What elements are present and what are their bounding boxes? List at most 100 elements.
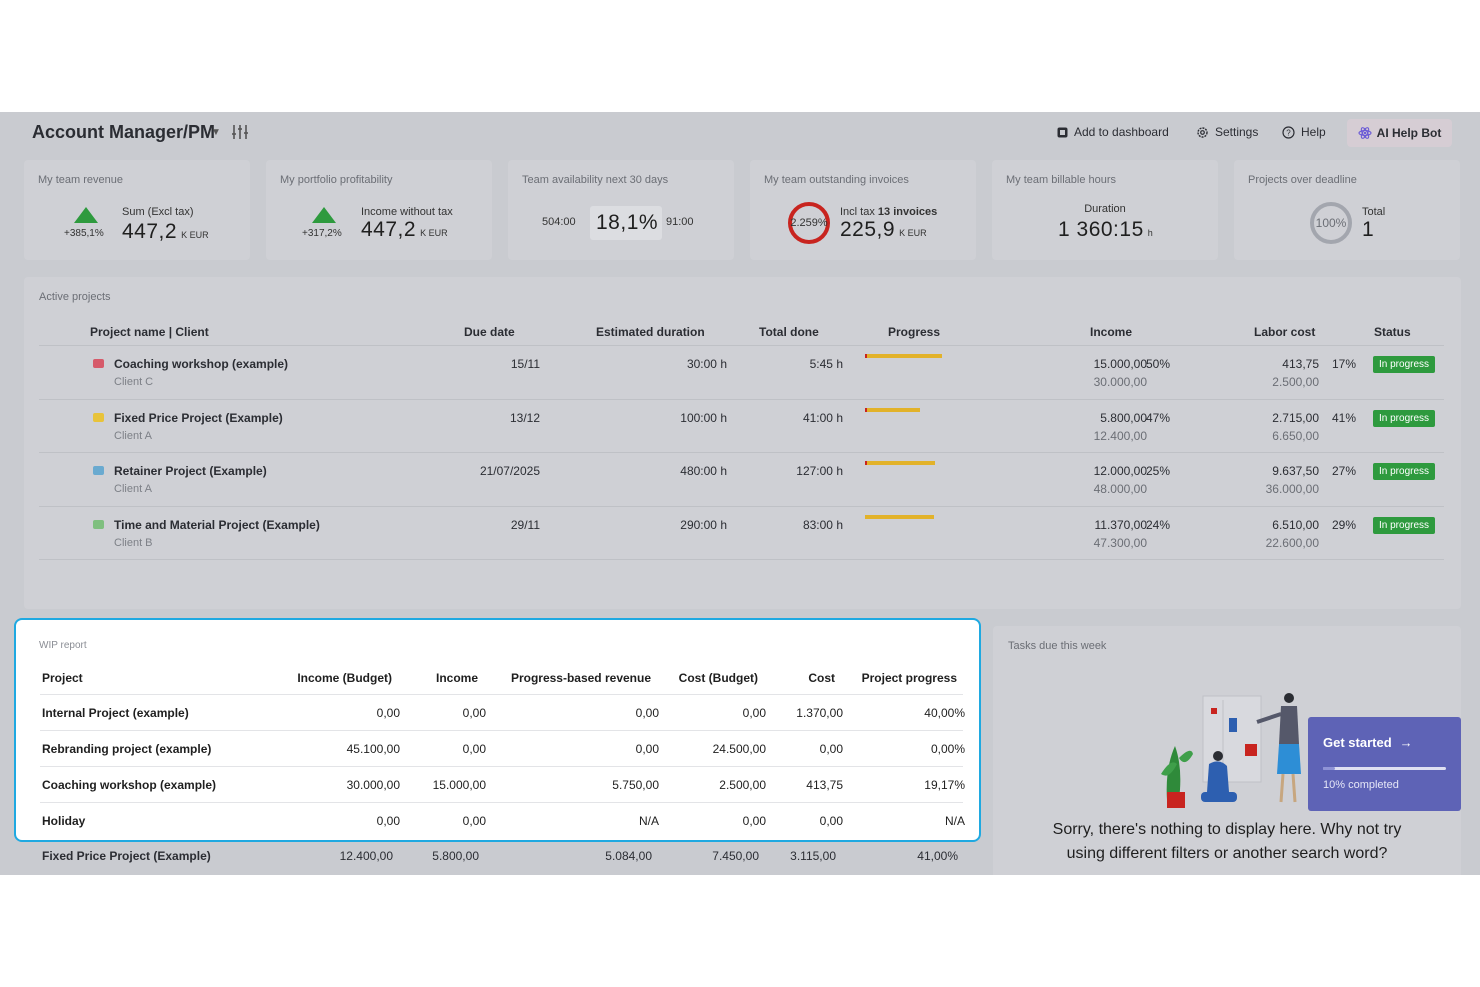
wip-col-cost-budget[interactable]: Cost (Budget) (678, 671, 758, 685)
kpi-label: Incl tax 13 invoices (840, 206, 938, 218)
table-row[interactable]: Retainer Project (Example) Client A 21/07/… (39, 452, 1444, 505)
income-value: 12.000,00 (1093, 464, 1147, 478)
total-done: 5:45 h (809, 357, 843, 371)
col-status[interactable]: Status (1374, 325, 1411, 339)
project-folder-icon (93, 466, 104, 475)
top-bar: Account Manager/PM ▼ Add to dashboard Se… (0, 112, 1480, 152)
availability-right: 91:00 (666, 216, 694, 228)
col-progress[interactable]: Progress (888, 325, 941, 339)
status-badge[interactable]: In progress (1373, 516, 1436, 534)
get-started-widget[interactable]: Get started → 10% completed (1308, 717, 1461, 811)
wip-cell-progress: N/A (944, 814, 965, 828)
table-row[interactable]: Time and Material Project (Example) Clien… (39, 505, 1444, 559)
kpi-title: Projects over deadline (1248, 174, 1357, 186)
progress-bar (865, 354, 962, 358)
table-row[interactable]: Holiday 0,00 0,00 N/A 0,00 0,00 N/A (40, 802, 965, 838)
kpi-value: 447,2 K EUR (361, 218, 448, 241)
project-client[interactable]: Client B (114, 536, 153, 549)
wip-col-progress-based-revenue[interactable]: Progress-based revenue (510, 671, 651, 685)
col-labor-cost[interactable]: Labor cost (1254, 325, 1316, 339)
status-badge[interactable]: In progress (1373, 463, 1436, 480)
col-estimated-duration[interactable]: Estimated duration (596, 325, 705, 339)
kpi-title: My team revenue (38, 174, 123, 186)
income-value: 15.000,00 (1093, 357, 1147, 371)
wip-cell-pbr: 5.084,00 (605, 849, 652, 863)
col-income[interactable]: Income (1090, 325, 1133, 339)
kpi-billable-hours[interactable]: My team billable hours Duration 1 360:15… (992, 160, 1218, 260)
labor-cost-value: 413,75 (1282, 357, 1319, 371)
add-to-dashboard-button[interactable]: Add to dashboard (1057, 125, 1169, 139)
wip-cell-income: 0,00 (462, 706, 486, 720)
project-name[interactable]: Time and Material Project (Example) (114, 517, 320, 532)
kpi-outstanding-invoices[interactable]: My team outstanding invoices 2.259% Incl… (750, 160, 976, 260)
income-value: 11.370,00 (1094, 517, 1148, 532)
estimated-duration: 30:00 h (686, 357, 727, 371)
table-row[interactable]: Fixed Price Project (Example) Client A 13/… (39, 398, 1444, 452)
wip-col-cost[interactable]: Cost (808, 671, 835, 685)
wip-cell-progress: 41,00% (917, 849, 958, 863)
project-client[interactable]: Client C (114, 376, 154, 388)
wip-cell-cost: 3.115,00 (790, 849, 836, 863)
trend-up-icon (74, 207, 98, 223)
kpi-change: +385,1% (64, 228, 104, 239)
progress-segment-over (865, 461, 867, 465)
wip-report-card: WIP report Project Income (Budget) Incom… (14, 618, 981, 842)
progress-segment-remaining (865, 461, 935, 465)
table-row[interactable]: Coaching workshop (example) Client C 15/11… (39, 345, 1444, 398)
income-percent: 24% (1146, 517, 1171, 532)
table-row[interactable]: Coaching workshop (example) 30.000,00 15.0… (40, 766, 965, 802)
active-projects-card: Active projects Project name | Client Du… (24, 277, 1461, 609)
wip-partial-row[interactable]: Fixed Price Project (Example) 12.400,00 … (38, 847, 961, 867)
project-name[interactable]: Coaching workshop (example) (114, 357, 289, 371)
kpi-portfolio-profitability[interactable]: My portfolio profitability +317,2% Incom… (266, 160, 492, 260)
wip-col-project-progress[interactable]: Project progress (861, 671, 957, 685)
help-button[interactable]: ? Help (1282, 125, 1326, 139)
sliders-icon[interactable] (231, 124, 249, 145)
wip-cell-cost-budget: 2.500,00 (719, 778, 766, 792)
deadline-ring (1310, 202, 1352, 244)
wip-cell-progress: 40,00% (924, 706, 965, 720)
status-badge[interactable]: In progress (1373, 409, 1436, 427)
table-row[interactable]: Rebranding project (example) 45.100,00 0,0… (40, 730, 965, 766)
chevron-down-icon[interactable]: ▼ (211, 127, 221, 138)
project-client[interactable]: Client A (114, 429, 152, 442)
ai-help-bot-button[interactable]: AI Help Bot (1347, 119, 1452, 147)
deadline-ring-label: 100% (1315, 216, 1347, 230)
kpi-projects-over-deadline[interactable]: Projects over deadline 100% Total 1 (1234, 160, 1460, 260)
kpi-team-revenue[interactable]: My team revenue +385,1% Sum (Excl tax) 4… (24, 160, 250, 260)
page-title[interactable]: Account Manager/PM (32, 122, 216, 142)
wip-col-income-budget[interactable]: Income (Budget) (297, 671, 392, 685)
arrow-right-icon: → (1399, 735, 1413, 750)
wip-cell-pbr: 0,00 (635, 706, 659, 720)
col-due-date[interactable]: Due date (464, 325, 515, 339)
wip-cell-income: 0,00 (462, 814, 486, 828)
table-row[interactable]: Internal Project (example) 0,00 0,00 0,00 0,… (40, 694, 965, 730)
kpi-title: My team billable hours (1006, 174, 1117, 186)
invoice-ring-label: 2.259% (790, 217, 828, 229)
project-name[interactable]: Retainer Project (Example) (114, 464, 267, 478)
help-icon: ? (1282, 125, 1295, 139)
estimated-duration: 480:00 h (680, 464, 727, 478)
status-badge[interactable]: In progress (1373, 356, 1436, 373)
project-client[interactable]: Client A (114, 483, 152, 495)
project-name[interactable]: Fixed Price Project (Example) (114, 410, 283, 425)
labor-cost-budget: 6.650,00 (1272, 428, 1319, 443)
kpi-team-availability[interactable]: Team availability next 30 days 504:00 18… (508, 160, 734, 260)
invoice-ring (788, 202, 830, 244)
labor-cost-value: 9.637,50 (1272, 464, 1319, 478)
wip-cell-project: Fixed Price Project (Example) (42, 849, 211, 863)
wip-cell-income-budget: 0,00 (376, 706, 400, 720)
wip-col-project[interactable]: Project (42, 671, 83, 685)
progress-bar (865, 461, 962, 465)
empty-message-line: using different filters or another searc… (1066, 845, 1388, 862)
income-value: 5.800,00 (1100, 410, 1147, 425)
wip-cell-cost: 413,75 (806, 778, 843, 792)
labor-cost-percent: 17% (1332, 357, 1357, 371)
due-date: 15/11 (510, 357, 540, 371)
col-project-name[interactable]: Project name | Client (90, 325, 209, 339)
wip-col-income[interactable]: Income (435, 671, 478, 685)
col-total-done[interactable]: Total done (759, 325, 819, 339)
dashboard: Account Manager/PM ▼ Add to dashboard Se… (0, 112, 1480, 875)
estimated-duration: 100:00 h (680, 410, 727, 425)
settings-button[interactable]: Settings (1196, 125, 1258, 139)
